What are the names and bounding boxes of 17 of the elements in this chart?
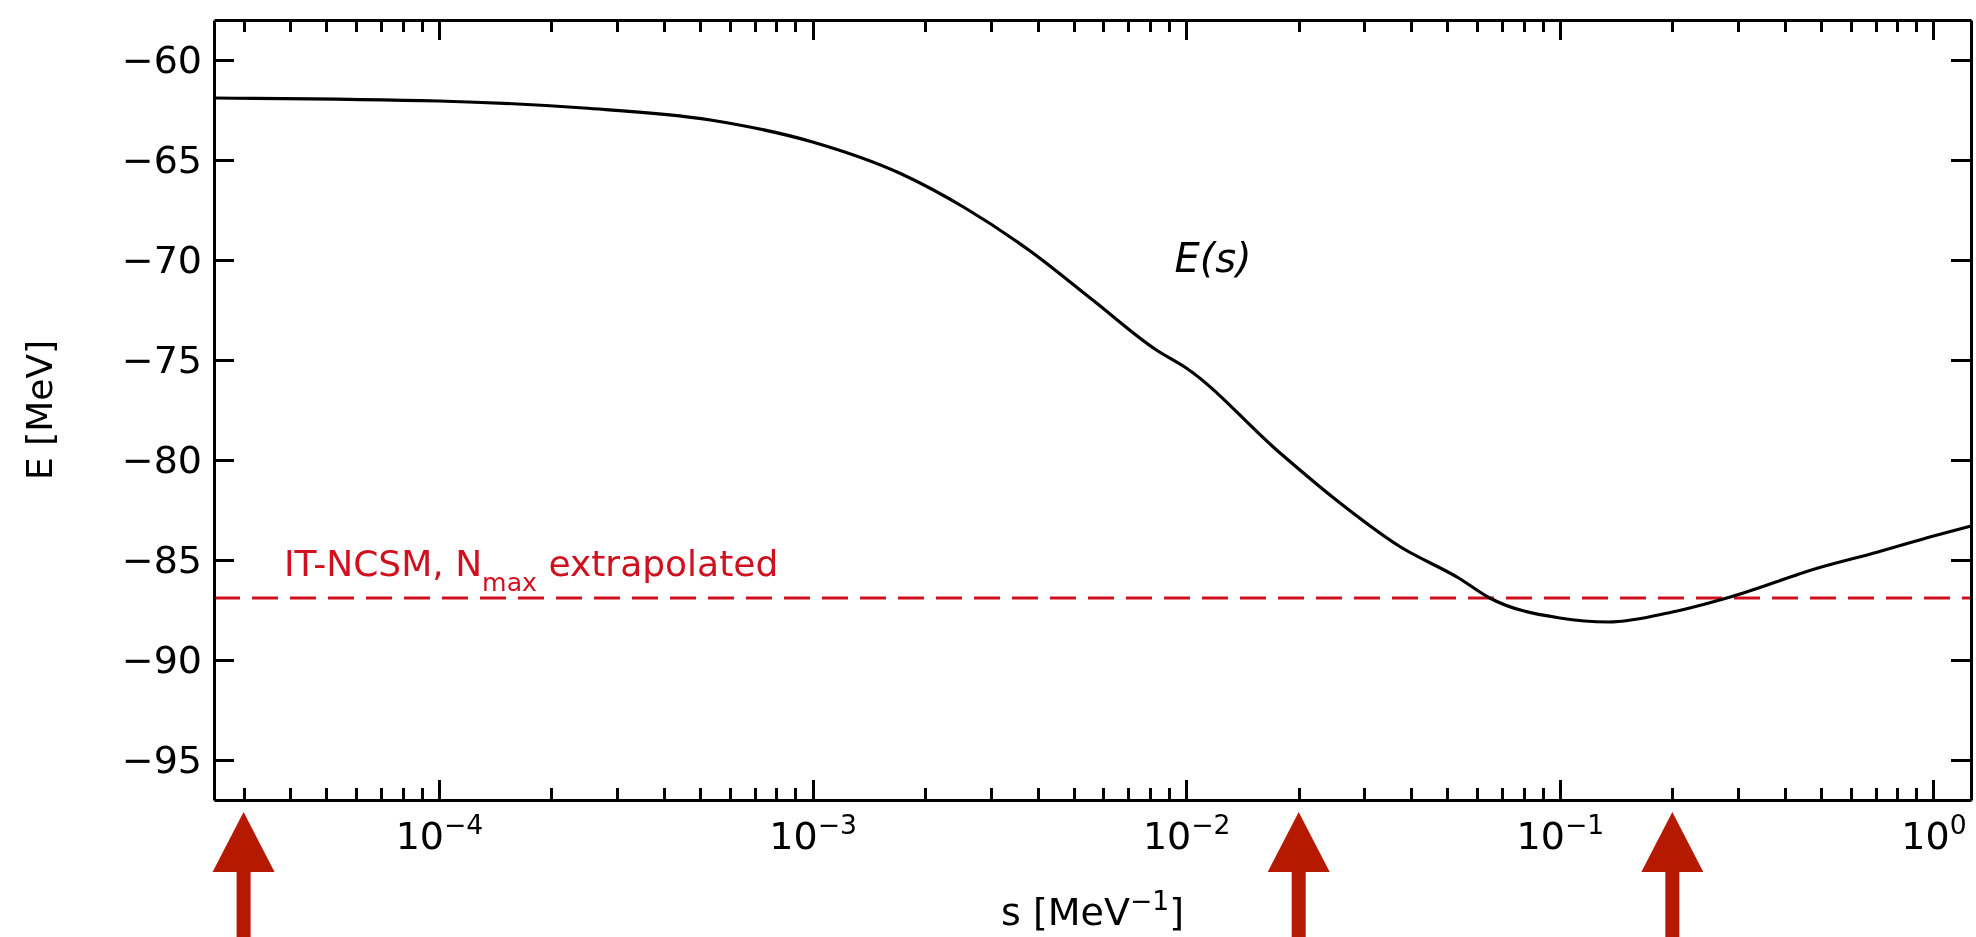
x-axis-title: s [MeV$^{−1}$]: [1001, 884, 1184, 934]
x-tick-label: 10$^{−2}$: [1142, 808, 1231, 858]
y-axis-title: E [MeV]: [19, 339, 60, 481]
y-tick-label: −85: [121, 537, 202, 582]
x-tick-label: 10$^{−3}$: [769, 808, 857, 858]
y-tick-label: −80: [121, 437, 202, 482]
y-tick-label: −70: [121, 237, 202, 282]
x-tick-label: 10$^{−4}$: [395, 808, 484, 858]
y-tick-label: −90: [121, 637, 202, 682]
y-tick-label: −95: [121, 737, 202, 782]
series-label: E(s): [1174, 235, 1252, 281]
y-tick-label: −75: [121, 337, 202, 382]
x-tick-label: 10$^{0}$: [1901, 808, 1967, 858]
x-tick-label: 10$^{−1}$: [1516, 808, 1605, 858]
y-tick-label: −60: [121, 37, 202, 82]
ref-line-label: IT-NCSM, N$_{max}$ extrapolated: [284, 543, 779, 597]
y-tick-label: −65: [121, 137, 202, 182]
